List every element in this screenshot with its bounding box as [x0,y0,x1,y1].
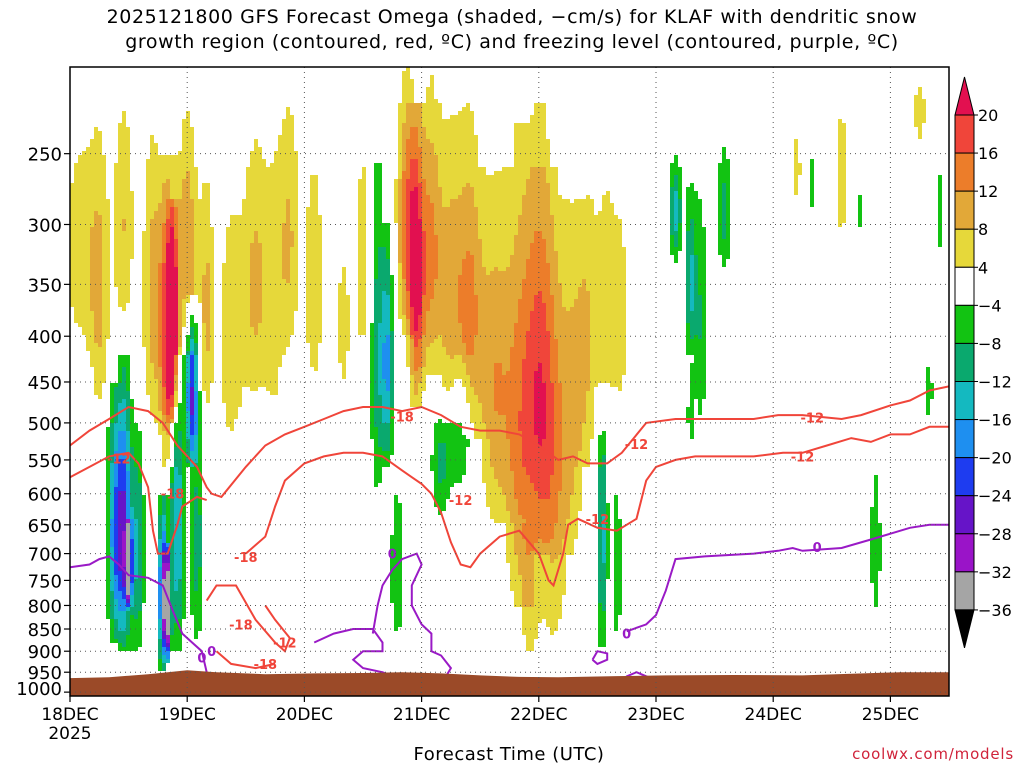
freezing-contour-label: 0 [622,628,631,643]
colorbar-segment [954,419,975,459]
colorbar-segment [954,228,975,268]
colorbar-label: 20 [978,106,998,125]
colorbar-segment [954,533,975,573]
dgz-contour-label: -18 [161,488,185,503]
freezing-contour-line-1 [70,555,213,689]
freezing-contour-line-6 [626,523,949,633]
colorbar-segment [954,571,975,611]
dgz-contour-label: -18 [390,411,414,426]
dgz-contour-label: -12 [107,453,131,468]
dgz-contour-line-4 [205,584,291,653]
y-tick-label: 550 [28,451,62,472]
y-tick-label: 700 [28,545,62,566]
colorbar-segment [954,114,975,154]
x-tick-label: 25DEC [862,705,919,725]
x-tick-label: 21DEC [393,705,450,725]
dgz-contour-label: -18 [229,618,253,633]
y-tick-label: 950 [28,663,62,684]
dgz-contour-label: -12 [625,438,649,453]
dgz-contours-layer: -12 -18 -12 -18 -12 -18 -12 -12 -18 -12 -18 -12 [70,385,949,673]
axes-layer: 2503003504004505005506006507007508008509… [16,66,950,744]
dgz-contour-label: -12 [791,450,815,465]
freezing-contour-line-4 [591,650,609,666]
freezing-contour-line-3 [371,552,453,687]
x-tick-label: 22DEC [510,705,567,725]
x-tick-label: 18DEC [41,705,98,725]
website-credit: coolwx.com/models [852,745,1014,763]
dgz-contour-line-3 [245,425,949,588]
x-tick-sublabel: 2025 [48,724,91,744]
omega-shading-layer [70,67,942,671]
colorbar-segment [954,342,975,382]
freezing-contour-label: 0 [197,652,206,667]
colorbar-segment [954,495,975,535]
y-tick-label: 300 [28,215,62,236]
freezing-contour-label: 0 [388,548,397,563]
dgz-contour-label: -12 [449,494,473,509]
y-tick-label: 500 [28,414,62,435]
colorbar-label: 12 [978,182,998,201]
dgz-contour-label: -12 [273,636,297,651]
colorbar-label: −36 [978,601,1012,620]
colorbar-segment [954,381,975,421]
colorbar-label: −4 [978,296,1002,315]
chart-title-line-1: 2025121800 GFS Forecast Omega (shaded, −… [106,6,918,28]
y-tick-label: 1000 [16,679,62,700]
y-tick-label: 400 [28,327,62,348]
y-tick-label: 350 [28,275,62,296]
dgz-contour-line-1 [70,385,949,499]
dgz-contour-label: -12 [586,513,610,528]
colorbar-segment [954,152,975,192]
colorbar-label: −8 [978,334,1002,353]
y-tick-label: 650 [28,516,62,537]
colorbar-segment [954,190,975,230]
ground-surface [70,670,949,696]
colorbar-top-arrow [954,76,975,116]
y-tick-label: 850 [28,620,62,641]
y-tick-label: 900 [28,642,62,663]
y-tick-label: 800 [28,596,62,617]
x-tick-label: 19DEC [159,705,216,725]
colorbar-label: −20 [978,449,1012,468]
x-tick-label: 24DEC [745,705,802,725]
dgz-contour-line-5 [215,650,276,670]
colorbar-label: 16 [978,144,998,163]
colorbar-label: 8 [978,220,988,239]
x-axis-label: Forecast Time (UTC) [413,744,605,765]
colorbar-label: −24 [978,487,1012,506]
dgz-contour-label: -18 [234,551,258,566]
chart-title-line-2: growth region (contoured, red, ºC) and f… [125,31,899,53]
x-tick-label: 20DEC [276,705,333,725]
colorbar: 20 16 12 8 4 −4 −8 −12 −16 −20 −24 −28 −32 −36 [954,76,1012,649]
colorbar-label: −28 [978,525,1012,544]
dgz-contour-label: -12 [801,411,825,426]
colorbar-segment [954,266,975,306]
colorbar-segment [954,457,975,497]
freezing-contour-label: 0 [813,541,822,556]
colorbar-label: 4 [978,258,988,277]
dgz-contour-label: -18 [254,658,278,673]
x-tick-label: 23DEC [627,705,684,725]
y-tick-label: 450 [28,373,62,394]
y-tick-label: 250 [28,145,62,166]
colorbar-label: −32 [978,563,1012,582]
colorbar-label: −12 [978,373,1012,392]
colorbar-bottom-arrow [954,609,975,649]
ground-layer [70,670,949,696]
y-tick-label: 600 [28,485,62,506]
y-tick-label: 750 [28,571,62,592]
dgz-contour-line-2 [70,451,208,555]
colorbar-label: −16 [978,411,1012,430]
freezing-contour-label: 0 [207,645,216,660]
colorbar-segment [954,304,975,344]
